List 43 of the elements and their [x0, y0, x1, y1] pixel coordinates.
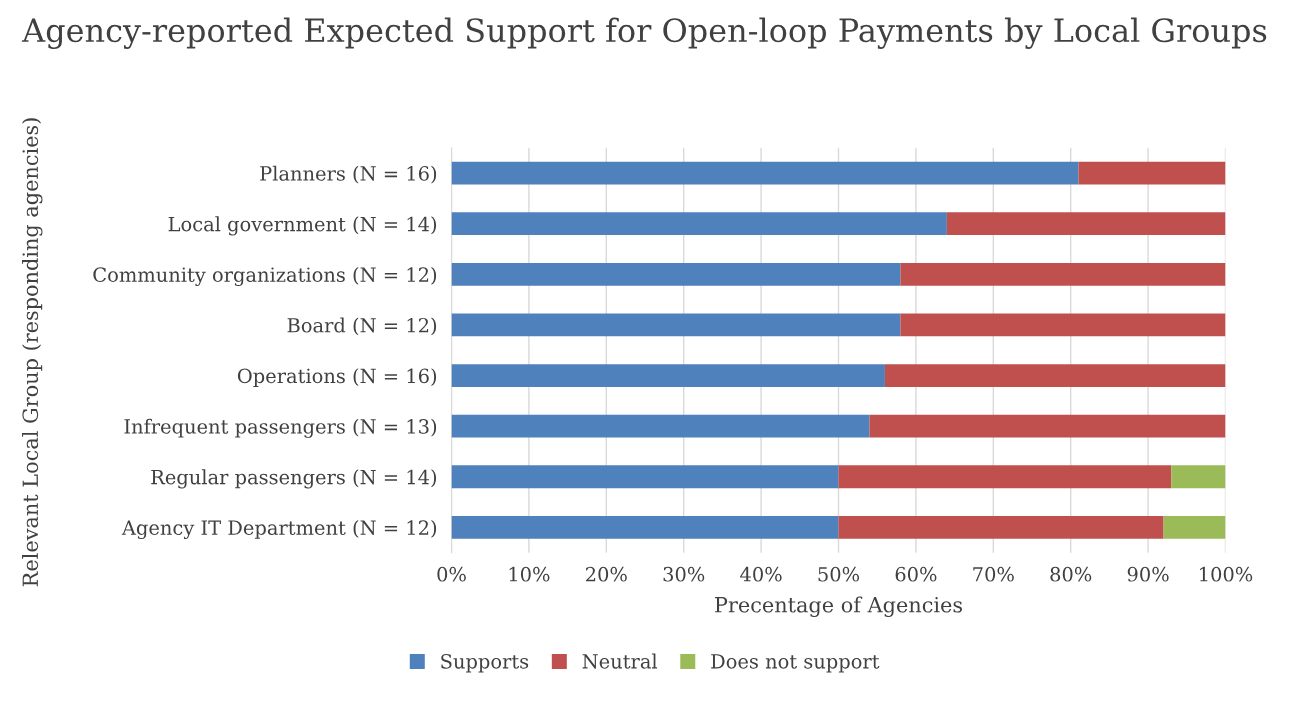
- x-tick-label: 60%: [895, 566, 937, 582]
- bar: [451, 515, 839, 539]
- y-tick-label: Board (N = 12): [287, 317, 437, 336]
- bar: [869, 414, 1226, 438]
- x-tick-label: 30%: [663, 566, 705, 582]
- x-tick-label: 80%: [1050, 566, 1092, 582]
- bar: [451, 414, 870, 438]
- x-tick-label: 50%: [818, 566, 860, 582]
- bar: [451, 262, 901, 286]
- legend-label: Supports: [441, 653, 529, 673]
- bar: [838, 465, 1172, 489]
- bar: [900, 262, 1226, 286]
- x-tick-label: 10%: [509, 566, 550, 582]
- x-tick-label: 20%: [586, 566, 627, 582]
- y-tick-label: Local government (N = 14): [168, 216, 437, 236]
- y-tick-label: Regular passengers (N = 14): [151, 469, 437, 489]
- x-tick-label: 40%: [740, 566, 782, 582]
- x-tick-label: 0%: [437, 566, 466, 582]
- x-tick-label: 70%: [973, 566, 1014, 582]
- bar: [451, 465, 839, 489]
- bar: [451, 313, 901, 337]
- bar: [1078, 161, 1226, 185]
- x-axis-title: Precentage of Agencies: [715, 596, 963, 617]
- bar: [451, 364, 885, 387]
- bar: [1171, 465, 1226, 489]
- y-tick-label: Planners (N = 16): [260, 165, 437, 184]
- x-tick-label: 100%: [1200, 566, 1253, 582]
- legend-label: Does not support: [711, 654, 880, 673]
- y-axis-title: Relevant Local Group (responding agencies): [22, 118, 43, 587]
- bar: [884, 364, 1226, 387]
- y-tick-label: Agency IT Department (N = 12): [121, 519, 437, 540]
- bar: [946, 212, 1226, 236]
- bar: [900, 313, 1226, 337]
- legend-label: Neutral: [582, 653, 658, 669]
- y-tick-label: Infrequent passengers (N = 13): [124, 418, 437, 438]
- bar: [1163, 515, 1226, 539]
- bar: [451, 212, 947, 236]
- y-tick-label: Operations (N = 16): [237, 368, 437, 387]
- y-tick-label: Community organizations (N = 12): [93, 266, 437, 287]
- chart-title: Agency-reported Expected Support for Open-loop Payments by Local Groups: [21, 17, 1267, 49]
- x-tick-label: 90%: [1127, 566, 1169, 582]
- bar: [838, 515, 1164, 539]
- bar: [451, 161, 1079, 185]
